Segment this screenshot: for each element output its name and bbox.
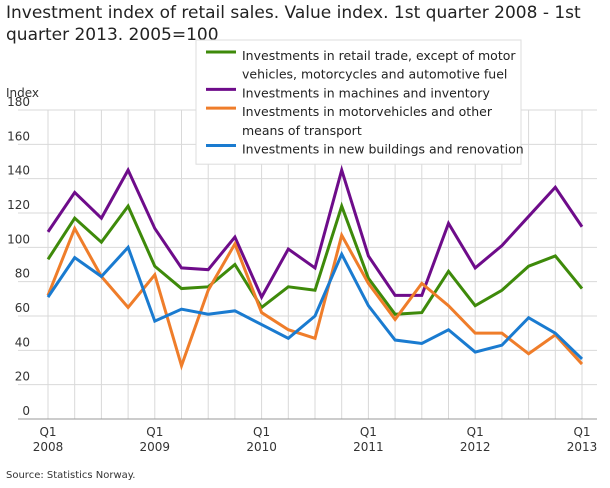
x-tick-label: Q1 <box>39 425 56 439</box>
x-tick-year: 2008 <box>33 440 64 454</box>
x-tick-year: 2011 <box>353 440 384 454</box>
y-tick-label: 120 <box>7 198 30 212</box>
y-axis-label: Index <box>6 86 39 100</box>
source-note: Source: Statistics Norway. <box>6 470 136 481</box>
legend-entry-text: Investments in machines and inventory <box>242 85 490 100</box>
x-tick-label: Q1 <box>146 425 163 439</box>
y-tick-label: 180 <box>7 95 30 109</box>
y-tick-label: 100 <box>7 232 30 246</box>
y-tick-label: 0 <box>22 404 30 418</box>
legend-entry-text: means of transport <box>242 123 362 138</box>
legend-box <box>195 39 522 165</box>
y-tick-label: 60 <box>15 301 30 315</box>
x-tick-label: Q1 <box>573 425 590 439</box>
y-tick-label: 160 <box>7 129 30 143</box>
x-tick-label: Q1 <box>360 425 377 439</box>
legend-entry-text: Investments in retail trade, except of m… <box>242 48 516 63</box>
series-line-0 <box>46 201 584 316</box>
y-tick-label: 140 <box>7 164 30 178</box>
series-line-3 <box>46 244 584 360</box>
y-tick-label: 20 <box>15 370 30 384</box>
chart-title: Investment index of retail sales. Value … <box>6 3 581 45</box>
series-line-1 <box>46 164 584 301</box>
x-tick-year: 2012 <box>460 440 491 454</box>
x-tick-year: 2013 <box>567 440 598 454</box>
series-line-2 <box>46 224 584 371</box>
y-tick-label: 80 <box>15 267 30 281</box>
x-tick-label: Q1 <box>467 425 484 439</box>
x-tick-year: 2010 <box>246 440 277 454</box>
legend-entry-text: Investments in new buildings and renovat… <box>242 142 524 157</box>
y-tick-label: 40 <box>15 335 30 349</box>
legend-entry-text: Investments in motorvehicles and other <box>242 104 493 119</box>
x-tick-year: 2009 <box>140 440 171 454</box>
x-tick-label: Q1 <box>253 425 270 439</box>
legend-entry-text: vehicles, motorcycles and automotive fue… <box>242 67 507 82</box>
